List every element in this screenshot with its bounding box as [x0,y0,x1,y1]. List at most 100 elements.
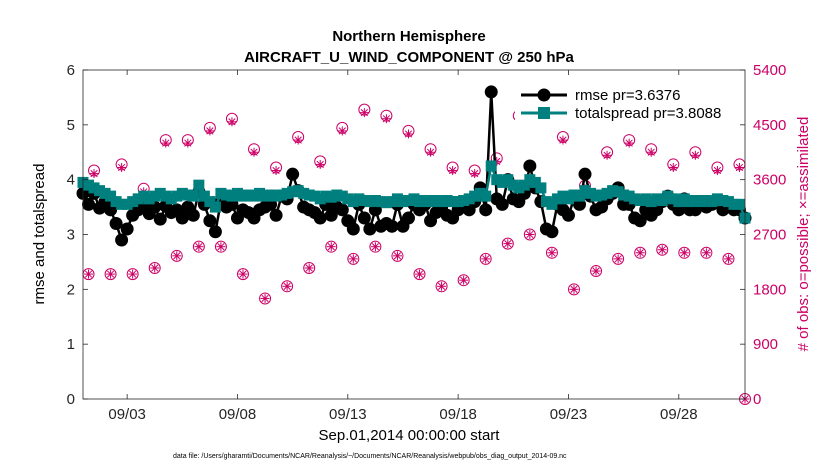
spread-point [513,182,525,194]
obs-assimilated-stroke [482,255,490,263]
y-tick-label-right: 2700 [753,227,786,244]
obs-possible-marker [369,240,382,253]
spread-point [502,174,514,186]
spread-point [331,189,343,201]
spread-point [469,190,481,202]
obs-assimilated-marker [249,147,259,157]
obs-assimilated-marker [624,138,634,148]
obs-possible-marker [391,249,404,262]
obs-assimilated-marker [613,254,623,264]
obs-assimilated-stroke [636,249,644,257]
spread-point [292,185,304,197]
spread-point [171,190,183,202]
spread-point [667,193,679,205]
obs-possible-marker [700,246,713,259]
y-tick-label-right: 5400 [753,62,786,79]
spread-point [198,190,210,202]
obs-assimilated-stroke [283,282,291,290]
obs-possible-marker [170,249,183,262]
rmse-point [401,211,415,225]
obs-assimilated-marker [84,269,94,279]
rmse-point [561,208,575,222]
obs-assimilated-marker [525,230,535,239]
obs-assimilated-stroke [548,249,556,257]
rmse-point [335,203,349,217]
obs-assimilated-marker [569,284,579,294]
spread-point [265,189,277,201]
obs-assimilated-stroke [735,163,744,172]
obs-assimilated-stroke [459,276,468,284]
obs-assimilated-marker [558,135,568,145]
obs-assimilated-stroke [360,108,369,117]
spread-point [689,195,701,207]
spread-point [259,190,271,202]
spread-point [391,193,403,205]
obs-possible-marker [192,240,205,253]
spread-point [568,189,580,201]
spread-point [314,193,326,205]
obs-assimilated-stroke [614,255,622,263]
spread-point [132,193,144,205]
spread-point [733,198,745,210]
spread-point [656,195,668,207]
plot-frame [82,69,746,400]
obs-assimilated-marker [723,254,733,264]
spread-point [529,176,541,188]
obs-assimilated-stroke [195,243,203,251]
obs-assimilated-stroke [713,166,722,175]
obs-assimilated-marker [172,251,182,261]
obs-possible-marker [347,252,360,265]
spread-point [700,195,712,207]
spread-point [728,198,740,210]
spread-point [579,185,591,197]
spread-point [138,190,150,202]
obs-assimilated-stroke [371,243,380,251]
spread-point [623,190,635,202]
right-axis: 0 900 1800 2700 3600 4500 5400 [740,62,786,408]
spread-point [430,195,442,207]
obs-assimilated-stroke [669,163,677,172]
spread-point [149,190,161,202]
spread-point [209,201,221,213]
obs-assimilated-marker [635,248,645,258]
spread-point [629,193,641,205]
spread-point [320,190,332,202]
spread-point [220,189,232,201]
spread-point [83,179,95,191]
y-tick-label-left: 3 [67,227,75,244]
spread-point [678,193,690,205]
obs-assimilated-stroke [228,118,236,126]
spread-point [88,182,100,194]
obs-assimilated-stroke [349,255,357,263]
obs-assimilated-stroke [84,270,93,278]
obs-assimilated-stroke [526,230,534,239]
obs-assimilated-stroke [106,270,115,278]
obs-assimilated-marker [646,147,656,157]
rmse-point [357,211,371,225]
spread-point [154,187,166,199]
spread-point [651,193,663,205]
obs-possible-marker [479,252,492,265]
spread-point [353,193,365,205]
spread-point [243,189,254,201]
obs-assimilated-stroke [382,115,391,123]
spread-point [640,193,652,205]
spread-point [452,196,464,208]
spread-point [358,195,370,207]
chart-subtitle: AIRCRAFT_U_WIND_COMPONENT @ 250 hPa [244,49,574,66]
obs-possible-marker [457,274,470,287]
spread-point [121,198,133,210]
obs-assimilated-marker [370,242,380,252]
obs-assimilated-stroke [261,294,269,303]
obs-assimilated-marker [712,166,722,176]
spread-point [226,190,238,202]
spread-point [491,174,503,186]
spread-point [607,185,619,197]
spread-point [116,198,128,210]
spread-point [336,190,348,202]
legend-label-rmse: rmse pr=3.6376 [575,87,680,104]
spread-point [662,190,674,202]
spread-point [276,189,288,201]
x-tick-label: 09/18 [439,406,477,423]
